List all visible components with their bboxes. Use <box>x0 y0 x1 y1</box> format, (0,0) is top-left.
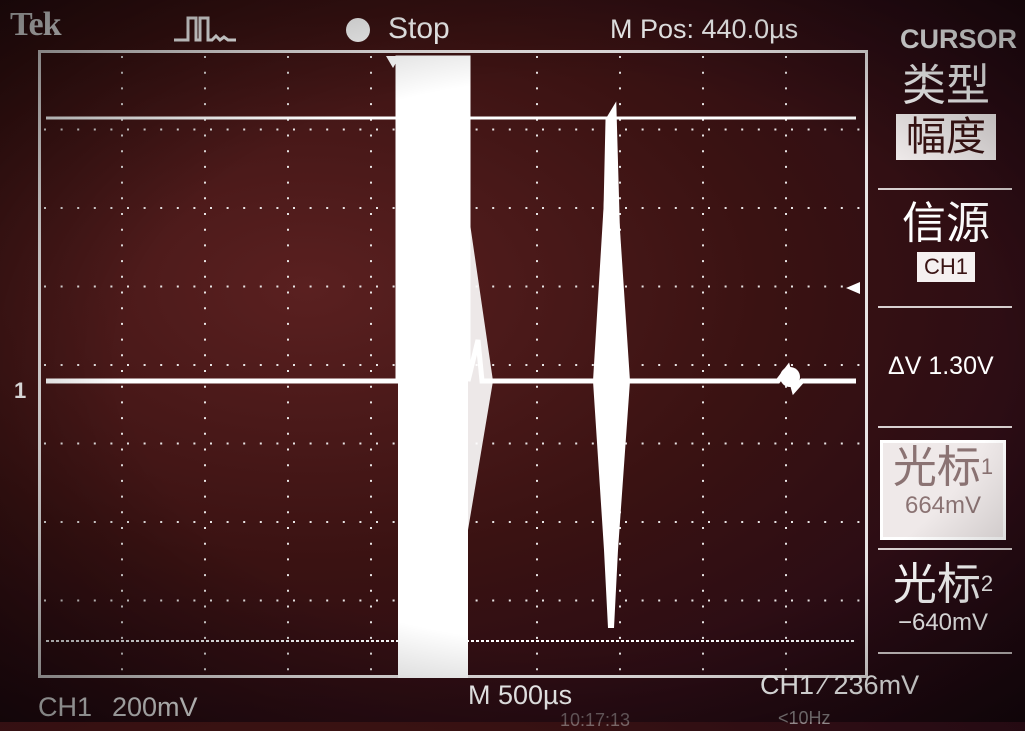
channel-label: CH1 <box>38 692 93 722</box>
run-state-indicator-icon <box>346 18 370 42</box>
menu-divider <box>878 426 1012 428</box>
cursor-type-label: 类型 <box>902 61 990 110</box>
status-bar: Tek Stop M Pos: 440.0µs <box>0 0 1025 50</box>
timestamp: 10:17:13 <box>560 710 631 730</box>
horizontal-position-readout: M Pos: 440.0µs <box>610 14 799 44</box>
menu-divider <box>878 306 1012 308</box>
menu-divider <box>878 188 1012 190</box>
cursor-source-label: 信源 <box>902 199 990 248</box>
signal-burst-3 <box>780 367 800 387</box>
trigger-level-icon <box>846 282 860 294</box>
trigger-pulse-icon <box>174 16 236 42</box>
cursor-source-value: CH1 <box>917 252 975 282</box>
signal-burst-1 <box>398 56 468 678</box>
cursor-source-button[interactable]: 信源 CH1 <box>880 200 1012 282</box>
cursor-1-label: 光标 <box>892 443 981 492</box>
waveform-display <box>44 55 860 678</box>
cursor-1-button[interactable]: 光标1 664mV <box>880 440 1006 540</box>
cursor-2-index: 2 <box>980 571 994 596</box>
menu-title: CURSOR <box>900 24 1018 54</box>
cursor-type-value: 幅度 <box>896 114 996 160</box>
channel-1-marker: 1 <box>14 378 27 403</box>
time-per-div: M 500µs <box>468 680 573 710</box>
cursor-2-button[interactable]: 光标2 −640mV <box>880 560 1006 637</box>
brand-logo: Tek <box>10 6 62 43</box>
cursor-2-value: −640mV <box>897 609 989 636</box>
cursor-2-label: 光标 <box>892 560 981 609</box>
decay-tail <box>468 210 493 530</box>
cursor-type-button[interactable]: 类型 幅度 <box>880 62 1012 160</box>
cursor-1-value: 664mV <box>904 492 982 519</box>
menu-divider <box>878 652 1012 654</box>
volts-per-div: 200mV <box>112 692 198 722</box>
signal-burst-2 <box>593 108 630 628</box>
trigger-frequency: <10Hz <box>778 708 831 728</box>
menu-divider <box>878 548 1012 550</box>
trigger-readout: CH1 ∕ 236mV <box>760 670 920 700</box>
delta-v-readout: ΔV 1.30V <box>888 352 994 380</box>
bottom-status-bar: CH1 200mV M 500µs 10:17:13 CH1 ∕ 236mV <… <box>0 668 1025 730</box>
cursor-1-index: 1 <box>980 454 994 479</box>
run-state-label: Stop <box>388 12 450 45</box>
